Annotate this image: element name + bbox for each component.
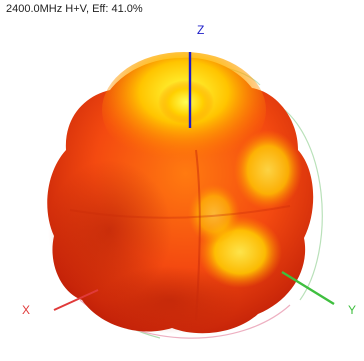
x-axis-line [53, 289, 99, 311]
lobe-crease-horizontal [69, 205, 291, 219]
lobe-crease-vertical [195, 149, 201, 321]
top-hot-spot [158, 80, 214, 124]
y-axis-line [281, 270, 335, 306]
axes-gizmo: Z X Y [22, 23, 356, 317]
right-upper-glow [234, 130, 302, 210]
x-axis-label: X [22, 303, 30, 317]
center-right-glow [188, 184, 240, 244]
ring-green-right [269, 99, 323, 301]
lower-shade [100, 266, 240, 334]
pattern-caption: 2400.0MHz H+V, Eff: 41.0% [6, 3, 143, 15]
z-axis-label: Z [197, 23, 204, 37]
left-shade [48, 160, 172, 300]
radiation-pattern-surface [47, 52, 314, 334]
y-axis-label: Y [348, 303, 356, 317]
